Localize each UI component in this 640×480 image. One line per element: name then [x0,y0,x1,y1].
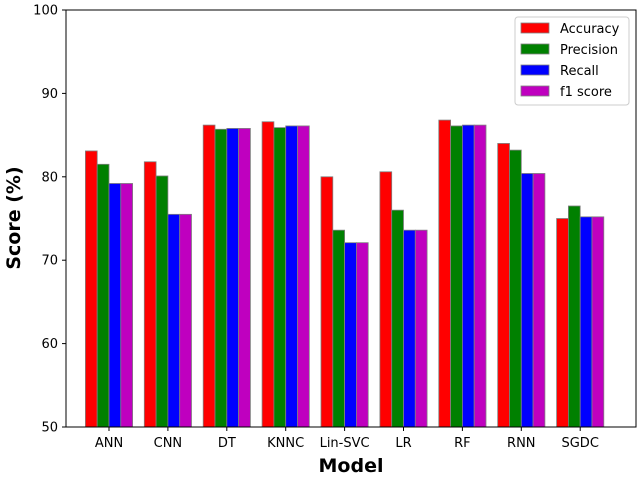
bar-precision-rnn [509,149,522,428]
x-tick-label: ANN [95,436,123,451]
y-tick-label: 90 [41,87,58,102]
bar-recall-lin-svc [344,242,357,428]
bar-precision-ann [96,163,110,428]
legend-frame [514,16,630,106]
bar-recall-cnn [167,213,181,428]
bar-precision-lin-svc [332,229,345,428]
bar-f1-score-ann [120,183,134,428]
x-tick-label: KNNC [267,436,304,451]
x-tick-label: LR [395,436,411,451]
x-tick-label: CNN [154,436,183,451]
bar-accuracy-knnc [261,121,275,428]
legend-label: f1 score [560,85,612,100]
bar-accuracy-ann [85,150,98,428]
plot-frame [65,9,637,428]
bar-f1-score-knnc [297,125,310,428]
legend-label: Accuracy [560,22,620,37]
x-axis-label: Model [319,455,384,477]
bar-precision-rf [450,125,463,428]
bar-precision-dt [214,128,228,428]
bar-precision-knnc [273,127,287,428]
bar-accuracy-cnn [143,161,157,428]
bar-f1-score-cnn [179,213,192,428]
x-tick-label: Lin-SVC [320,436,370,451]
bar-recall-rnn [520,173,534,428]
bar-accuracy-dt [202,124,216,428]
y-tick-label: 80 [41,170,58,185]
bar-accuracy-rnn [497,143,510,428]
x-tick-label: RNN [507,436,535,451]
bar-recall-ann [108,183,122,428]
legend: Accuracy Precision Recall f1 score [514,16,630,106]
bar-recall-knnc [285,125,298,428]
legend-swatch [520,85,550,97]
bar-precision-lr [391,209,404,428]
y-tick-label: 50 [41,421,58,436]
y-tick-label: 100 [33,4,58,19]
bar-accuracy-sgdc [556,218,569,428]
bar-f1-score-lr [414,229,428,428]
x-tick-label: RF [454,436,471,451]
y-tick-label: 70 [41,254,58,269]
bar-precision-cnn [155,175,169,428]
legend-swatch [520,64,550,76]
bar-accuracy-rf [438,119,451,428]
bar-accuracy-lr [379,171,393,428]
bar-recall-lr [403,229,416,428]
bar-recall-sgdc [579,216,593,428]
legend-label: Precision [560,43,618,58]
x-axis-ticks: ANN CNN DT KNNC Lin-SVC LR RF RNN SGDC [95,427,599,451]
x-tick-label: SGDC [561,436,598,451]
bar-precision-sgdc [568,205,581,428]
y-axis-label: Score (%) [3,166,25,269]
y-tick-label: 60 [41,337,58,352]
bar-f1-score-rnn [532,173,546,428]
bar-f1-score-rf [473,124,487,428]
y-axis-ticks: 50 60 70 80 90 100 [33,4,66,436]
bar-f1-score-dt [238,128,251,428]
bar-recall-dt [226,128,240,428]
x-tick-label: DT [218,436,236,451]
legend-label: Recall [560,64,599,79]
legend-swatch [520,22,550,34]
bar-f1-score-sgdc [591,216,605,428]
bar-recall-rf [461,124,475,428]
bar-f1-score-lin-svc [355,242,369,428]
bars-group [85,119,605,428]
legend-swatch [520,43,550,55]
bar-accuracy-lin-svc [320,176,334,428]
